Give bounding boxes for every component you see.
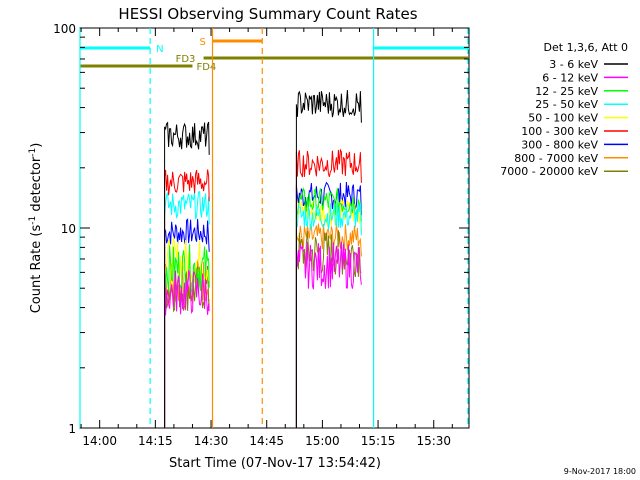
x-axis-label: Start Time (07-Nov-17 13:54:42) bbox=[169, 456, 381, 471]
legend-label: 50 - 100 keV bbox=[528, 112, 598, 125]
series-trace-100_300keV bbox=[164, 169, 210, 428]
flag-label-fd3: FD3 bbox=[176, 54, 196, 65]
y-tick-label: 1 bbox=[68, 422, 76, 436]
x-axis: 14:00 14:15 14:30 14:45 15:00 15:15 15:30 bbox=[80, 28, 453, 448]
series-trace-100_300keV bbox=[295, 148, 362, 428]
x-tick-label: 15:15 bbox=[361, 434, 396, 448]
series-trace-3_6keV bbox=[295, 90, 362, 428]
plot-frame bbox=[79, 27, 470, 429]
y-tick-label: 10 bbox=[61, 222, 76, 236]
x-tick-label: 15:30 bbox=[416, 434, 451, 448]
legend-label: 800 - 7000 keV bbox=[514, 152, 598, 165]
footer-date: 9-Nov-2017 18:00 bbox=[564, 467, 636, 476]
y-axis-label: Count Rate (s-1 detector-1) bbox=[28, 143, 44, 314]
flag-label-fd4: FD4 bbox=[196, 62, 216, 73]
y-axis: 1 10 100 bbox=[53, 22, 469, 436]
legend-label: 300 - 800 keV bbox=[521, 138, 598, 151]
x-tick-label: 14:30 bbox=[194, 434, 229, 448]
legend-label: 7000 - 20000 keV bbox=[500, 165, 598, 178]
series-trace-12_25keV bbox=[295, 187, 362, 428]
series-trace-300_800keV bbox=[164, 218, 210, 428]
x-tick-label: 15:00 bbox=[305, 434, 340, 448]
series-trace-6_12keV bbox=[164, 269, 210, 428]
series-trace-25_50keV bbox=[164, 191, 210, 428]
legend-label: 100 - 300 keV bbox=[521, 125, 598, 138]
legend-label: 12 - 25 keV bbox=[535, 85, 598, 98]
series-traces bbox=[164, 90, 362, 428]
x-tick-label: 14:45 bbox=[249, 434, 284, 448]
y-axis-label-part1: Count Rate (s bbox=[29, 225, 44, 314]
legend-label: 6 - 12 keV bbox=[542, 71, 598, 84]
series-trace-50_100keV bbox=[164, 237, 210, 428]
flag-label-n: N bbox=[156, 44, 163, 55]
y-tick-label: 100 bbox=[53, 22, 76, 36]
legend-label: 3 - 6 keV bbox=[549, 58, 598, 71]
series-trace-3_6keV bbox=[164, 121, 210, 428]
y-axis-label-sup1: -1 bbox=[28, 216, 38, 225]
y-axis-label-part2: detector bbox=[29, 156, 44, 216]
y-axis-label-part3: ) bbox=[29, 143, 44, 148]
legend-title: Det 1,3,6, Att 0 bbox=[544, 41, 628, 54]
y-axis-label-sup2: -1 bbox=[28, 148, 38, 157]
series-trace-25_50keV bbox=[295, 202, 362, 428]
x-tick-label: 14:15 bbox=[138, 434, 173, 448]
legend-label: 25 - 50 keV bbox=[535, 98, 598, 111]
series-trace-6_12keV bbox=[295, 241, 362, 428]
x-tick-label: 14:00 bbox=[82, 434, 117, 448]
chart-title: HESSI Observing Summary Count Rates bbox=[118, 5, 417, 23]
flag-label-s: S bbox=[200, 37, 206, 48]
attenuator-lines bbox=[79, 28, 469, 428]
